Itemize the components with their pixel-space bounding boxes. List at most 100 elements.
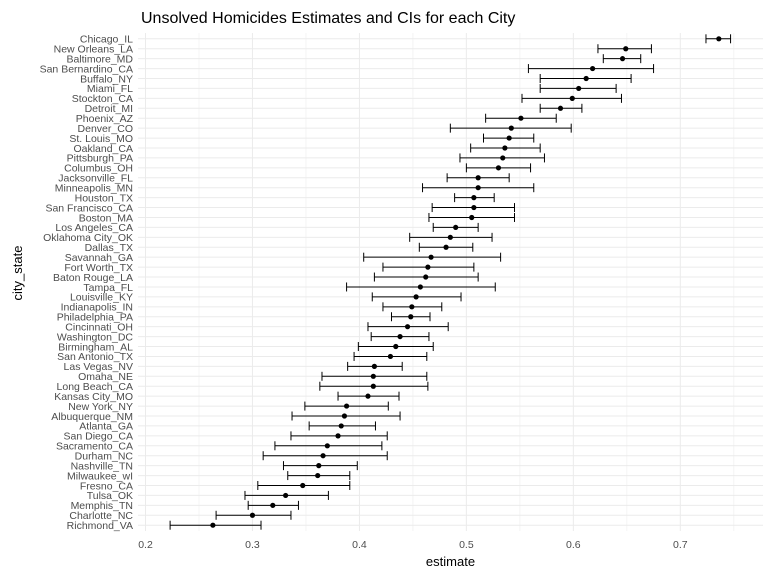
- estimate-point: [343, 403, 350, 409]
- x-tick-label: 0.7: [673, 539, 688, 551]
- estimate-point: [443, 244, 449, 250]
- estimate-point: [569, 95, 575, 101]
- estimate-point: [508, 125, 514, 131]
- y-tick-label: Oklahoma City_OK: [43, 232, 133, 244]
- estimate-point: [413, 294, 419, 300]
- y-tick-label: Tampa_FL: [83, 282, 133, 294]
- estimate-point: [320, 453, 326, 459]
- y-tick-label: Fresno_CA: [80, 480, 133, 492]
- estimate-point: [471, 204, 477, 211]
- y-tick-label: Fort Worth_TX: [64, 262, 133, 274]
- estimate-point: [495, 165, 502, 171]
- y-tick-label: Oakland_CA: [73, 143, 133, 155]
- estimate-point: [716, 36, 722, 42]
- estimate-point: [370, 383, 376, 389]
- y-tick-label: Kansas City_MO: [54, 391, 133, 403]
- y-tick-label: San Bernardino_CA: [40, 63, 133, 75]
- estimate-point: [425, 264, 431, 270]
- estimate-point: [453, 224, 459, 231]
- estimate-point: [576, 85, 582, 92]
- x-tick-labels: 0.2 0.3 0.4 0.5 0.6 0.7: [138, 539, 688, 551]
- estimate-point: [393, 343, 399, 350]
- y-tick-label: Durham_NC: [75, 451, 134, 463]
- y-tick-label: Dallas_TX: [85, 242, 133, 254]
- y-tick-label: St. Louis_MO: [69, 133, 133, 145]
- y-tick-label: Atlanta_GA: [79, 421, 133, 433]
- y-tick-label: Cincinnati_OH: [65, 321, 133, 333]
- estimate-points: [210, 36, 722, 528]
- y-tick-label: Nashville_TN: [71, 460, 133, 472]
- y-tick-label: Philadelphia_PA: [57, 312, 133, 324]
- estimate-point: [471, 195, 477, 201]
- estimate-point: [404, 324, 411, 330]
- estimate-point: [397, 333, 403, 340]
- y-tick-label: Phoenix_AZ: [76, 113, 134, 125]
- y-tick-label: Long Beach_CA: [57, 381, 133, 393]
- estimate-point: [557, 105, 564, 111]
- y-tick-label: Milwaukee_wI: [67, 470, 133, 482]
- y-tick-label: Tulsa_OK: [87, 490, 133, 502]
- estimate-point: [423, 274, 429, 280]
- y-tick-label: San Francisco_CA: [45, 202, 133, 214]
- x-axis-title: estimate: [426, 554, 475, 569]
- estimate-point: [300, 482, 306, 489]
- y-tick-label: Savannah_GA: [65, 252, 133, 264]
- estimate-point: [249, 512, 256, 518]
- y-tick-label: Las Vegas_NV: [64, 361, 133, 373]
- estimate-point: [324, 443, 330, 449]
- estimate-point: [428, 254, 434, 260]
- estimate-point: [475, 185, 481, 191]
- y-tick-label: Baton Rouge_LA: [53, 272, 133, 284]
- y-tick-label: Minneapolis_MN: [55, 182, 133, 194]
- gridlines: [138, 33, 763, 531]
- estimate-point: [409, 304, 415, 310]
- y-axis-title: city_state: [10, 246, 25, 301]
- estimate-point: [387, 353, 394, 360]
- x-tick-label: 0.4: [352, 539, 367, 551]
- estimate-point: [341, 413, 348, 419]
- estimate-point: [500, 155, 506, 161]
- estimate-point: [619, 56, 626, 62]
- x-tick-label: 0.5: [459, 539, 474, 551]
- estimate-point: [371, 363, 377, 369]
- estimate-point: [365, 393, 371, 399]
- estimate-point: [370, 373, 376, 379]
- estimate-point: [469, 214, 475, 221]
- estimate-point: [408, 314, 414, 320]
- estimate-point: [518, 115, 524, 121]
- estimate-point: [506, 135, 512, 141]
- y-tick-label: Los Angeles_CA: [55, 222, 133, 234]
- ci-bar: [169, 520, 262, 530]
- estimate-point: [417, 284, 423, 290]
- chart-title: Unsolved Homicides Estimates and CIs for…: [141, 10, 515, 27]
- y-tick-label: Louisville_KY: [70, 292, 133, 304]
- estimate-point: [447, 234, 453, 240]
- y-tick-label: Richmond_VA: [67, 520, 133, 532]
- y-tick-label: Pittsburgh_PA: [67, 153, 133, 165]
- y-tick-label: Chicago_IL: [80, 34, 133, 46]
- y-tick-label: Memphis_TN: [71, 500, 133, 512]
- y-tick-label: Buffalo_NY: [80, 73, 133, 85]
- estimate-point: [475, 175, 481, 181]
- x-tick-label: 0.2: [138, 539, 153, 551]
- estimate-point: [583, 75, 589, 82]
- y-tick-label: San Diego_CA: [64, 431, 133, 443]
- y-tick-label: Charlotte_NC: [69, 510, 133, 522]
- x-tick-label: 0.6: [566, 539, 581, 551]
- y-tick-label: Omaha_NE: [78, 371, 133, 383]
- y-tick-label: Miami_FL: [87, 83, 133, 95]
- y-tick-label: Boston_MA: [79, 212, 133, 224]
- y-tick-label: Sacramento_CA: [56, 441, 133, 453]
- estimate-point: [316, 463, 322, 469]
- y-tick-label: Denver_CO: [78, 123, 133, 135]
- y-tick-label: Detroit_MI: [85, 103, 133, 115]
- y-tick-label: Birmingham_AL: [58, 341, 133, 353]
- estimate-point: [315, 472, 321, 479]
- estimate-point: [270, 502, 276, 508]
- y-tick-label: Columbus_OH: [64, 163, 133, 175]
- estimate-point: [335, 433, 341, 439]
- estimate-point: [623, 46, 629, 52]
- x-tick-label: 0.3: [245, 539, 260, 551]
